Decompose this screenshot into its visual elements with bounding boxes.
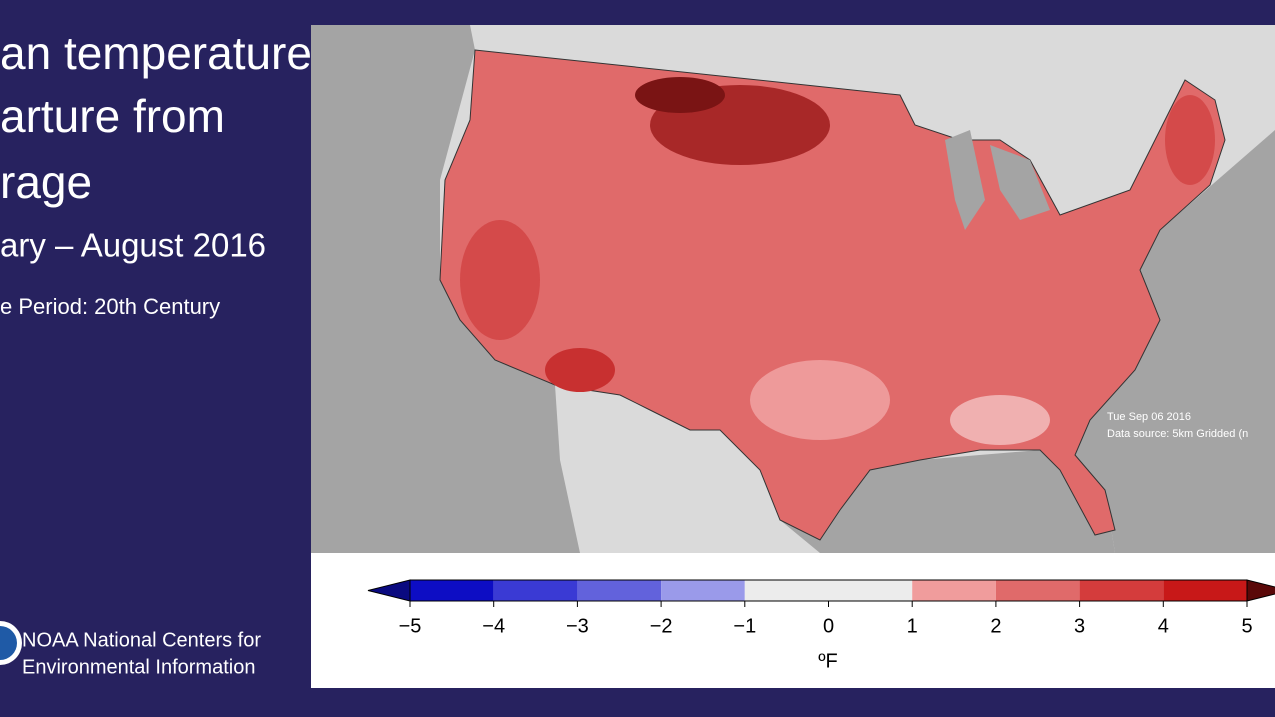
anomaly-area — [635, 77, 725, 113]
colorbar-bin — [661, 580, 745, 601]
colorbar: −5 −4 −3 −2 −1 0 1 2 3 4 5 — [367, 579, 1275, 637]
colorbar-bin — [410, 580, 494, 601]
logo — [0, 626, 17, 660]
anomaly-area — [950, 395, 1050, 445]
tick-label: 0 — [823, 615, 834, 637]
map-source: Data source: 5km Gridded (n — [1107, 428, 1248, 440]
anomaly-area — [1165, 95, 1215, 185]
tick-label: −2 — [650, 615, 673, 637]
colorbar-bin — [744, 580, 829, 601]
tick-label: 5 — [1241, 615, 1252, 637]
anomaly-area — [750, 360, 890, 440]
base-period: e Period: 20th Century — [0, 294, 220, 319]
tick-label: −3 — [566, 615, 589, 637]
tick-label: −5 — [399, 615, 422, 637]
tick-label: 2 — [990, 615, 1001, 637]
tick-label: 3 — [1074, 615, 1085, 637]
colorbar-bin — [912, 580, 996, 601]
colorbar-bin — [1163, 580, 1247, 601]
title-line: an temperature — [0, 27, 312, 79]
unit-label: ºF — [818, 650, 838, 672]
title-line: arture from — [0, 90, 225, 142]
ocean — [780, 450, 1115, 553]
colorbar-bin — [828, 580, 913, 601]
ocean — [1075, 130, 1275, 553]
colorbar-bin — [1079, 580, 1164, 601]
anomaly-area — [545, 348, 615, 392]
anomaly-area — [460, 220, 540, 340]
colorbar-bin — [577, 580, 662, 601]
tick-label: 4 — [1158, 615, 1169, 637]
map: Tue Sep 06 2016 Data source: 5km Gridded… — [311, 25, 1275, 553]
colorbar-bin — [995, 580, 1080, 601]
org-name: NOAA National Centers for — [22, 629, 261, 651]
title-line: rage — [0, 156, 92, 208]
period: ary – August 2016 — [0, 227, 266, 264]
tick-label: −1 — [733, 615, 756, 637]
org-name: Environmental Information — [22, 656, 255, 678]
map-date: Tue Sep 06 2016 — [1107, 411, 1191, 423]
tick-label: 1 — [907, 615, 918, 637]
tick-label: −4 — [482, 615, 505, 637]
colorbar-bin — [493, 580, 578, 601]
lake — [990, 145, 1050, 220]
lake — [945, 130, 985, 230]
legend-panel — [311, 553, 1275, 688]
